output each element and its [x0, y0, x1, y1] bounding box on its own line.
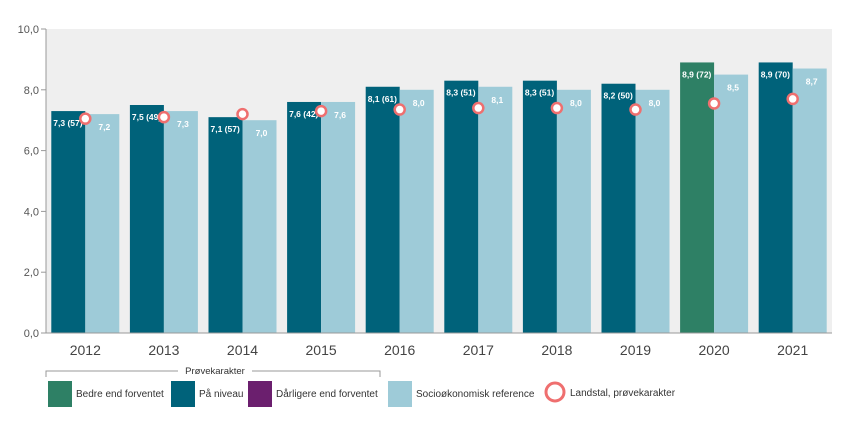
bar-reference[interactable]: [399, 89, 434, 333]
bar-label-provekarakter: 7,6 (42): [289, 109, 318, 119]
x-tick-label: 2013: [148, 342, 179, 358]
y-tick-label: 4,0: [24, 206, 39, 218]
bar-label-provekarakter: 8,3 (51): [446, 88, 475, 98]
landstal-marker[interactable]: [393, 103, 406, 116]
legend-label-paa-niveau: På niveau: [199, 388, 243, 400]
bar-label-provekarakter: 7,5 (49): [132, 112, 161, 122]
bar-reference[interactable]: [714, 74, 749, 333]
legend-label-landstal: Landstal, prøvekarakter: [570, 388, 676, 399]
y-tick-label: 0,0: [24, 328, 39, 340]
legend-marker-landstal[interactable]: [544, 381, 566, 403]
bar-reference[interactable]: [321, 101, 356, 334]
y-tick-label: 2,0: [24, 267, 39, 279]
landstal-marker[interactable]: [236, 107, 249, 121]
legend-label-bedre: Bedre end forventet: [76, 389, 164, 400]
landstal-marker[interactable]: [79, 112, 92, 125]
x-tick-label: 2020: [699, 342, 730, 358]
x-tick-label: 2018: [541, 342, 572, 358]
bar-provekarakter[interactable]: [287, 101, 322, 334]
legend-swatch-daarligere[interactable]: [248, 381, 272, 407]
landstal-marker[interactable]: [707, 97, 721, 110]
legend-label-daarligere: Dårligere end forventet: [276, 388, 378, 400]
bar-label-provekarakter: 8,2 (50): [604, 91, 633, 101]
legend-group-title: Prøvekarakter: [185, 366, 245, 377]
legend-swatch-reference[interactable]: [388, 381, 412, 407]
bar-provekarakter[interactable]: [601, 83, 636, 333]
bar-provekarakter[interactable]: [680, 62, 715, 333]
bar-provekarakter[interactable]: [522, 80, 557, 334]
x-tick-label: 2017: [463, 342, 494, 358]
bars-layer: 7,3 (57) 7,2 7,5 (49) 7,3 7,1 (57) 7,0 7,6 (42…: [51, 62, 827, 334]
bar-label-provekarakter: 8,3 (51): [525, 88, 554, 98]
x-tick-label: 2015: [306, 342, 337, 358]
bar-provekarakter[interactable]: [444, 80, 479, 334]
bar-label-reference: 7,0: [256, 128, 268, 138]
landstal-marker[interactable]: [314, 104, 328, 118]
bar-label-reference: 8,0: [570, 98, 582, 108]
bar-provekarakter[interactable]: [208, 117, 243, 333]
bar-label-provekarakter: 7,3 (57): [53, 118, 82, 128]
y-tick-label: 6,0: [24, 146, 39, 158]
landstal-markers-layer: [79, 92, 799, 125]
x-tick-label: 2021: [777, 342, 808, 358]
landstal-marker[interactable]: [157, 110, 171, 124]
bar-reference[interactable]: [163, 111, 198, 333]
bar-label-reference: 7,3: [177, 119, 189, 129]
bar-provekarakter[interactable]: [129, 105, 164, 333]
x-tick-label: 2012: [70, 342, 101, 358]
bar-label-reference: 8,0: [413, 98, 425, 108]
bar-reference[interactable]: [635, 89, 670, 333]
x-tick-label: 2016: [384, 342, 415, 358]
legend: Prøvekarakter Bedre end forventet På niv…: [45, 365, 676, 407]
bar-provekarakter[interactable]: [51, 111, 86, 333]
bar-label-provekarakter: 8,1 (61): [368, 94, 397, 104]
bar-label-reference: 7,2: [98, 122, 110, 132]
landstal-marker[interactable]: [786, 92, 799, 106]
x-tick-label: 2014: [227, 342, 258, 358]
bar-provekarakter[interactable]: [758, 62, 793, 333]
y-tick-label: 8,0: [24, 85, 39, 97]
bar-reference[interactable]: [85, 114, 120, 334]
bar-reference[interactable]: [242, 120, 277, 333]
bar-label-reference: 8,0: [649, 98, 661, 108]
x-axis: 2012 2013 2014 2015 2016 2017 2018 2019 2020 2021: [46, 332, 832, 358]
bar-label-provekarakter: 7,1 (57): [211, 124, 240, 134]
bar-label-reference: 8,1: [491, 95, 503, 105]
y-axis: 0,0 2,0 4,0 6,0 8,0 10,0: [18, 24, 47, 340]
bar-label-reference: 8,7: [806, 77, 818, 87]
bar-label-reference: 8,5: [727, 83, 739, 93]
bar-reference[interactable]: [792, 68, 827, 334]
bar-reference[interactable]: [556, 89, 591, 333]
legend-swatch-paa-niveau[interactable]: [171, 381, 195, 407]
bar-label-provekarakter: 8,9 (72): [682, 69, 711, 79]
bar-provekarakter[interactable]: [365, 86, 400, 333]
landstal-marker[interactable]: [550, 101, 564, 115]
bar-label-provekarakter: 8,9 (70): [761, 69, 790, 79]
y-tick-label: 10,0: [18, 24, 39, 36]
bar-label-reference: 7,6: [334, 110, 346, 120]
landstal-marker[interactable]: [472, 101, 485, 115]
legend-swatch-bedre[interactable]: [48, 381, 72, 407]
landstal-marker[interactable]: [629, 103, 642, 116]
bar-reference[interactable]: [478, 86, 513, 333]
legend-label-reference: Socioøkonomisk reference: [416, 389, 535, 400]
x-tick-label: 2019: [620, 342, 651, 358]
